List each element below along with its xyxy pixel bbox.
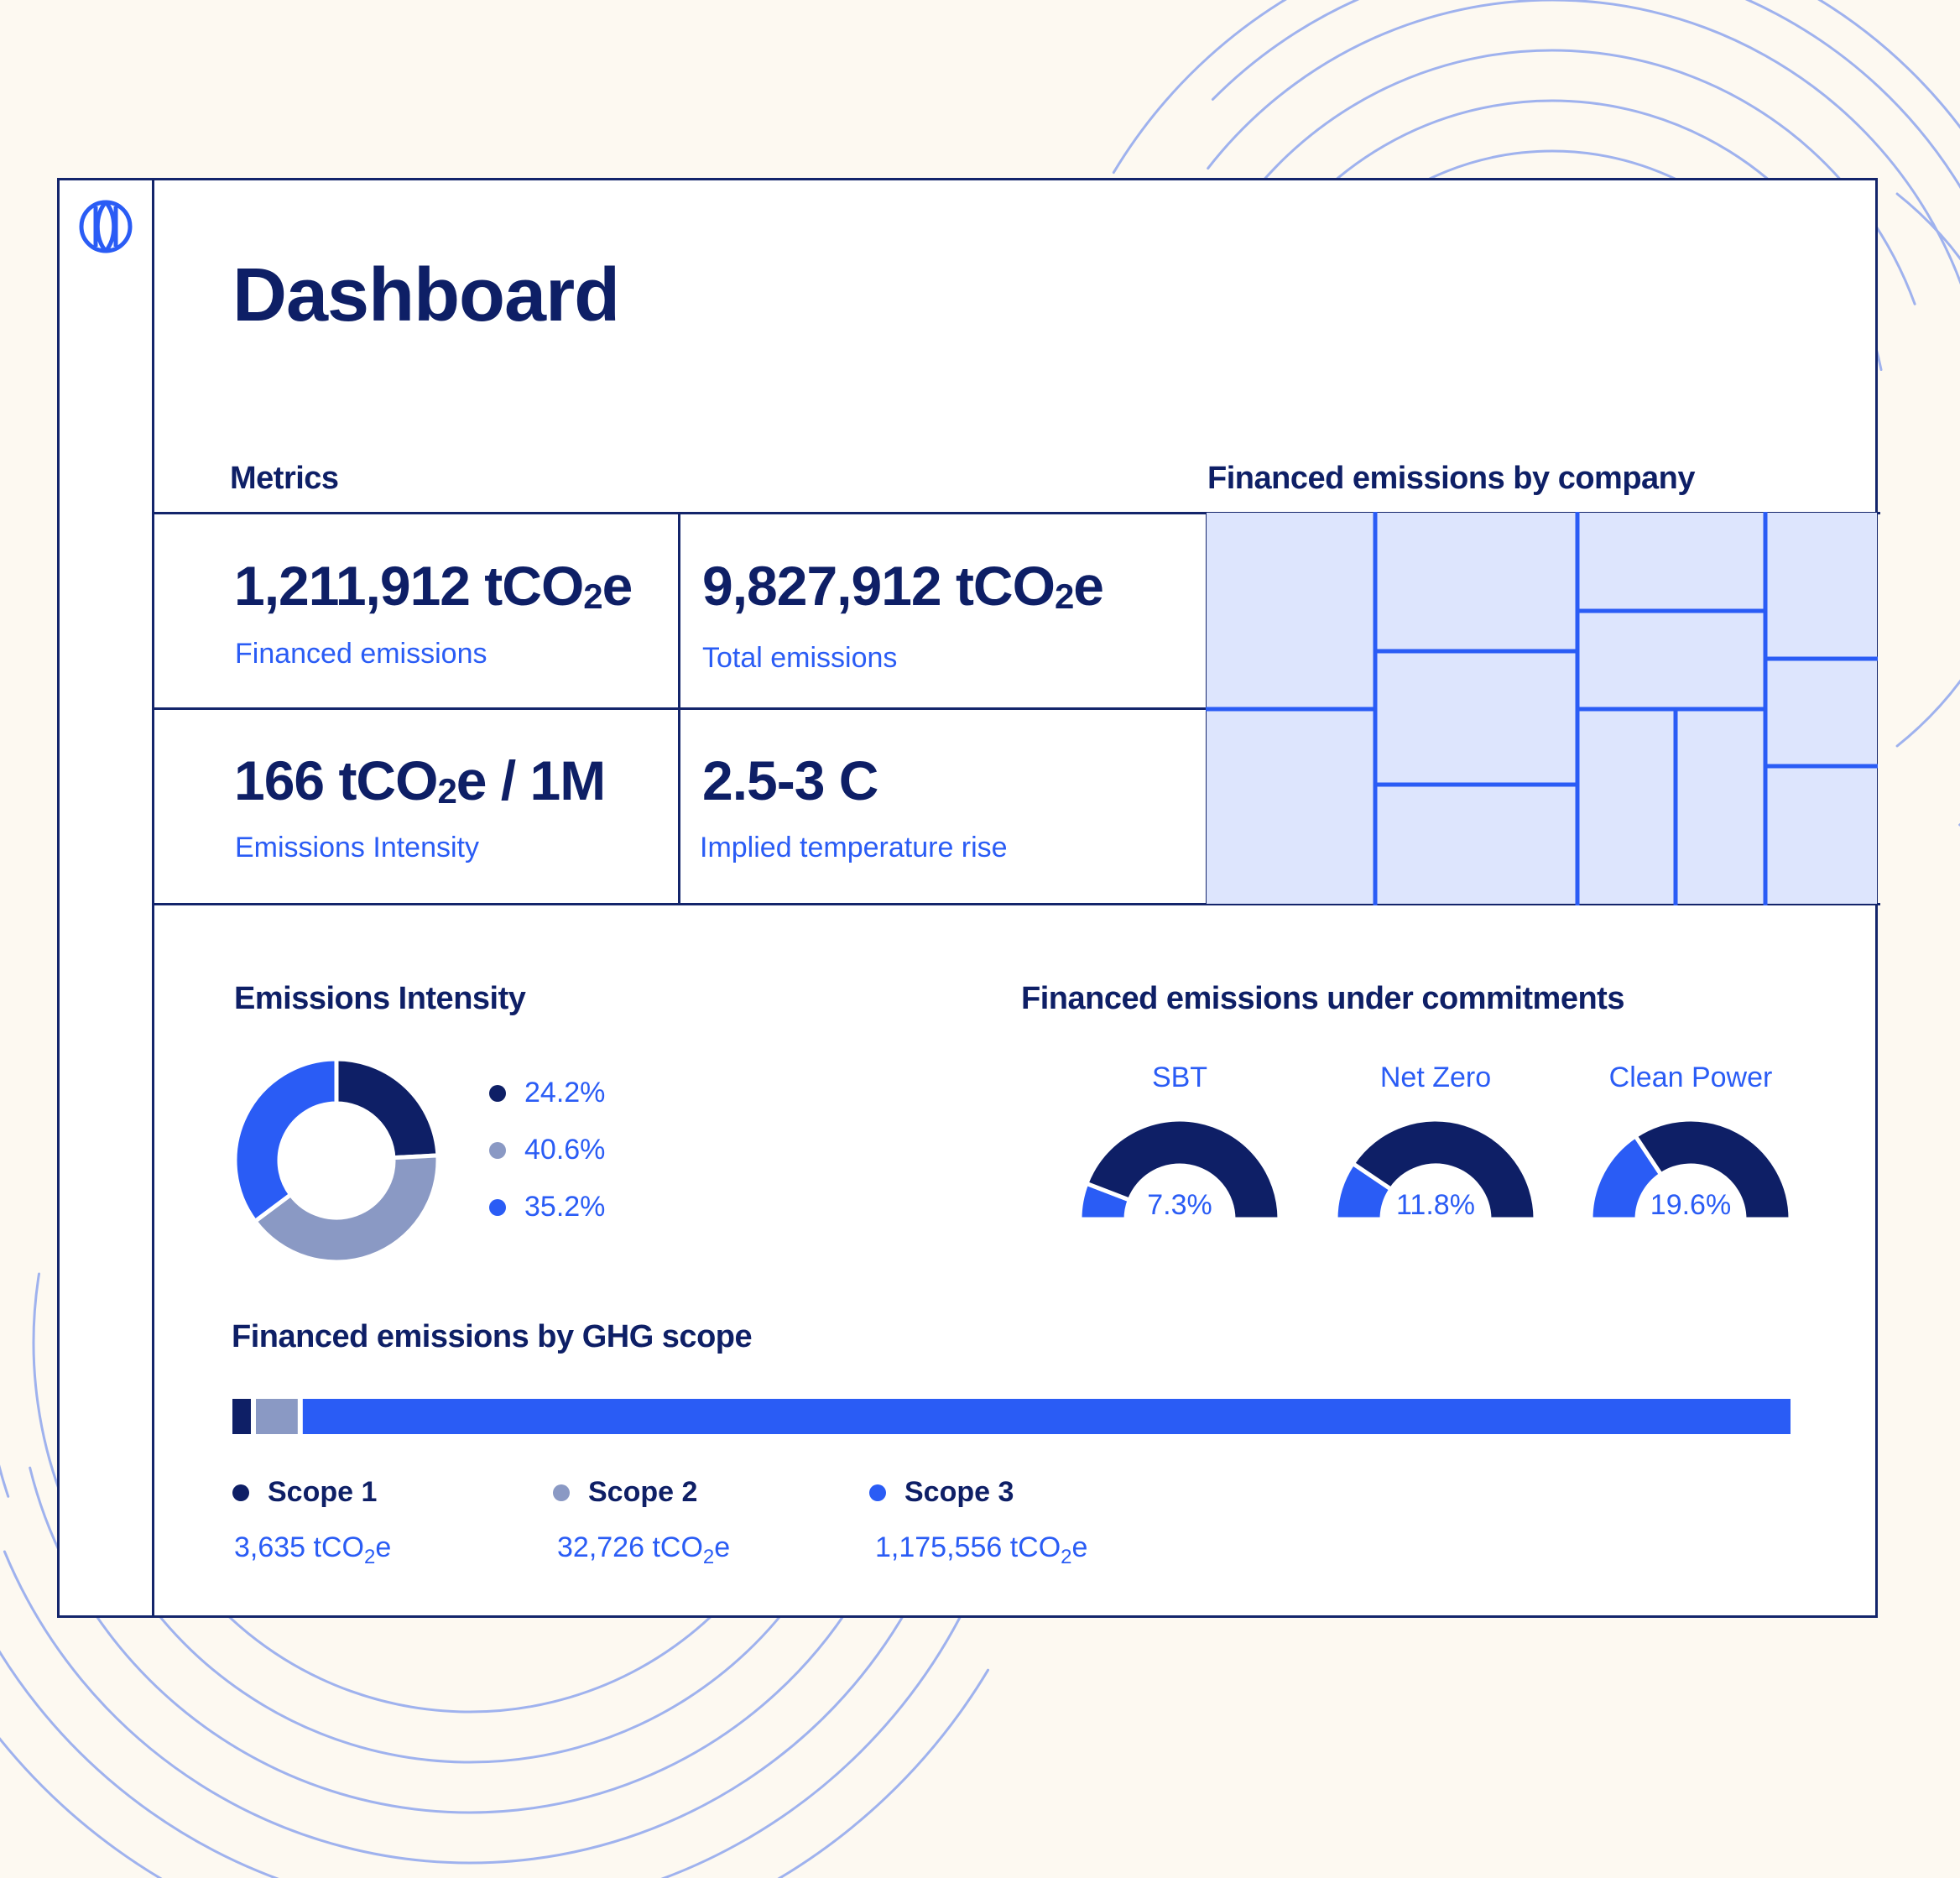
gauge-value: 19.6% [1650, 1189, 1732, 1221]
legend-label: 40.6% [524, 1134, 606, 1166]
background-arc [1211, 0, 1960, 190]
treemap-heading: Financed emissions by company [1207, 461, 1696, 496]
scope-2-legend: Scope 2 [553, 1476, 697, 1509]
scope-3-value: 1,175,556 tCO2e [875, 1531, 1088, 1568]
commitments-heading: Financed emissions under commitments [1021, 981, 1624, 1016]
divider [678, 512, 680, 905]
page-title: Dashboard [232, 253, 620, 337]
gauge-segment [1349, 1117, 1536, 1222]
gauge-value: 11.8% [1396, 1189, 1475, 1221]
gauge-title: Net Zero [1379, 1062, 1492, 1093]
ghg-bar-segment [256, 1399, 298, 1434]
gauge-chart [1590, 1117, 1791, 1222]
scope-1-value: 3,635 tCO2e [234, 1531, 392, 1568]
legend-dot [553, 1484, 570, 1501]
metric-value-temperature: 2.5-3 C [702, 749, 878, 811]
sidebar [60, 180, 154, 1615]
metric-label-total: Total emissions [702, 642, 898, 674]
metric-value-intensity: 166 tCO2e / 1M [234, 749, 606, 811]
globe-icon[interactable] [78, 199, 133, 254]
divider [154, 903, 1880, 905]
legend-item: 40.6% [489, 1134, 605, 1166]
legend-item: 24.2% [489, 1077, 605, 1109]
gauge-value: 7.3% [1147, 1189, 1212, 1221]
background-arc [0, 1668, 990, 1878]
gauge-segment [1083, 1117, 1280, 1222]
metric-value-financed: 1,211,912 tCO2e [234, 555, 633, 617]
intensity-donut [234, 1058, 439, 1263]
background-arc [1895, 192, 1960, 748]
background-arc [3, 1506, 952, 1865]
scope-3-legend: Scope 3 [869, 1476, 1014, 1509]
scope-2-value: 32,726 tCO2e [557, 1531, 731, 1568]
scope-1-legend: Scope 1 [232, 1476, 377, 1509]
metric-label-intensity: Emissions Intensity [235, 832, 479, 863]
legend-dot [489, 1084, 506, 1102]
legend-dot [489, 1141, 506, 1159]
background-arc [0, 1583, 977, 1878]
background-arc [1112, 0, 1960, 175]
ghg-stacked-bar [232, 1399, 1791, 1434]
divider [154, 707, 1209, 710]
gauge-segment [1632, 1117, 1791, 1222]
legend-item: 35.2% [489, 1191, 605, 1223]
ghg-bar-segment [302, 1399, 1791, 1434]
legend-dot [232, 1484, 249, 1501]
scope-3-name: Scope 3 [904, 1476, 1014, 1508]
scope-1-name: Scope 1 [268, 1476, 378, 1508]
donut-slice [252, 1153, 439, 1263]
treemap-chart [1206, 512, 1878, 905]
metric-label-temperature: Implied temperature rise [700, 832, 1008, 863]
intensity-heading: Emissions Intensity [234, 981, 526, 1016]
gauge-chart [1335, 1117, 1536, 1222]
background-arc [1207, 0, 1960, 285]
background-arc [29, 1466, 860, 1814]
donut-slice [234, 1058, 339, 1224]
scope-2-name: Scope 2 [588, 1476, 698, 1508]
background-arc [96, 1511, 839, 1764]
ghg-bar-segment [232, 1399, 251, 1434]
legend-label: 35.2% [524, 1191, 606, 1223]
legend-dot [489, 1198, 506, 1216]
donut-slice [334, 1058, 439, 1161]
metrics-heading: Metrics [230, 461, 339, 496]
legend-label: 24.2% [524, 1077, 606, 1109]
legend-dot [869, 1484, 886, 1501]
divider [154, 512, 1880, 514]
commitments-gauges: SBT 7.3% Net Zero 11.8% Clean Power 19.6% [1021, 1062, 1793, 1229]
dashboard-card: Dashboard Metrics Financed emissions by … [57, 178, 1880, 1618]
gauge-title: Clean Power [1608, 1062, 1773, 1093]
background-arc [0, 1464, 10, 1498]
ghg-heading: Financed emissions by GHG scope [232, 1319, 753, 1354]
metric-value-total: 9,827,912 tCO2e [702, 555, 1104, 617]
gauge-chart [1079, 1117, 1280, 1222]
metric-label-financed: Financed emissions [235, 638, 487, 670]
gauge-title: SBT [1151, 1062, 1208, 1093]
